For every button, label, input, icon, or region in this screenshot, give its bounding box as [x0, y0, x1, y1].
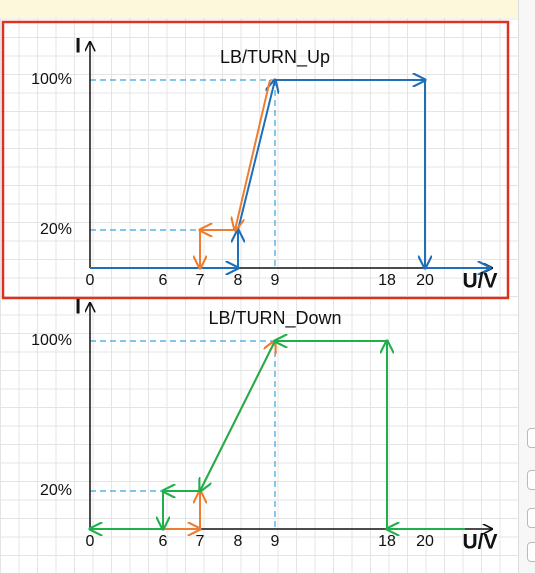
y-tick-label: 20%	[40, 482, 72, 499]
x-tick-label: 8	[234, 272, 243, 289]
curve-segment	[237, 80, 275, 231]
side-panel	[518, 0, 535, 573]
side-button[interactable]	[527, 470, 535, 490]
side-button[interactable]	[527, 428, 535, 448]
x-tick-label: 6	[159, 533, 168, 550]
chart-title: LB/TURN_Down	[208, 308, 341, 329]
y-axis-label: I	[75, 35, 81, 58]
x-tick-label: 20	[416, 533, 434, 550]
curve-segment	[235, 79, 271, 230]
x-axis-label: U/V	[462, 531, 497, 554]
x-tick-label: 18	[378, 533, 396, 550]
y-tick-label: 100%	[31, 332, 72, 349]
highlight-box	[1, 20, 510, 300]
x-tick-label: 9	[271, 533, 280, 550]
y-tick-label: 20%	[40, 221, 72, 238]
x-axis-label: U/V	[462, 270, 497, 293]
curve-segment	[200, 340, 276, 491]
side-button[interactable]	[527, 542, 535, 562]
x-tick-label: 6	[159, 272, 168, 289]
y-axis-label: I	[75, 296, 81, 319]
banner	[0, 0, 518, 18]
y-tick-label: 100%	[31, 71, 72, 88]
x-tick-label: 7	[196, 272, 205, 289]
x-tick-label: 8	[234, 533, 243, 550]
x-tick-label: 0	[86, 533, 95, 550]
side-button[interactable]	[527, 508, 535, 528]
x-tick-label: 20	[416, 272, 434, 289]
chart-title: LB/TURN_Up	[220, 47, 330, 68]
x-tick-label: 18	[378, 272, 396, 289]
x-tick-label: 9	[271, 272, 280, 289]
x-tick-label: 7	[196, 533, 205, 550]
x-tick-label: 0	[86, 272, 95, 289]
